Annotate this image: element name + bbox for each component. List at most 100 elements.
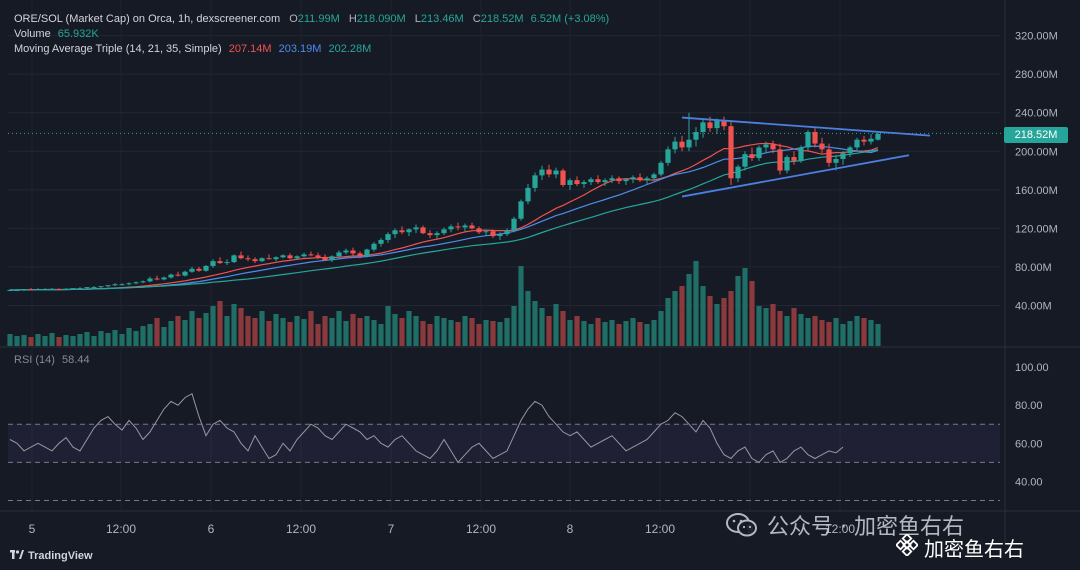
triangle-trendlines xyxy=(681,116,931,198)
volume-bar xyxy=(28,337,34,346)
volume-bar xyxy=(714,304,720,346)
volume-bar xyxy=(224,316,230,346)
volume-bar xyxy=(777,311,783,346)
volume-bar xyxy=(378,324,384,346)
candle-body xyxy=(756,147,762,159)
volume-bar xyxy=(294,316,300,346)
candle-body xyxy=(266,258,272,260)
volume-bar xyxy=(539,308,545,346)
candle-body xyxy=(203,265,209,271)
candle-body xyxy=(833,158,839,163)
time-tick-label: 12:00 xyxy=(825,522,855,536)
candle-body xyxy=(392,230,398,235)
volume-bar xyxy=(315,324,321,346)
ma35-value: 202.28M xyxy=(328,43,372,55)
rsi-tick-label: 100.00 xyxy=(1015,362,1049,374)
volume-bar xyxy=(280,318,286,346)
volume-bars xyxy=(7,261,881,346)
candle-body xyxy=(490,231,496,237)
candle-body xyxy=(455,226,461,228)
candle-body xyxy=(210,261,216,266)
candle-body xyxy=(161,277,167,280)
candle-body xyxy=(693,132,699,140)
candle-body xyxy=(623,179,629,182)
price-tick-label: 40.00M xyxy=(1015,300,1052,312)
symbol-title[interactable]: ORE/SOL (Market Cap) on Orca, 1h, dexscr… xyxy=(14,13,281,25)
volume-bar xyxy=(266,321,272,346)
volume-bar xyxy=(287,322,293,346)
candle-body xyxy=(532,175,538,188)
volume-bar xyxy=(581,321,587,346)
volume-bar xyxy=(665,298,671,346)
volume-bar xyxy=(518,266,524,346)
volume-bar xyxy=(574,316,580,346)
volume-bar xyxy=(700,286,706,346)
rsi-tick-label: 40.00 xyxy=(1015,476,1043,488)
volume-bar xyxy=(420,321,426,346)
ma-legend: Moving Average Triple (14, 21, 35, Simpl… xyxy=(14,43,371,55)
candle-body xyxy=(371,243,377,250)
candle-body xyxy=(840,153,846,159)
candle-body xyxy=(98,286,104,288)
binance-watermark-text: 加密鱼右右 xyxy=(924,537,1024,561)
ma-label[interactable]: Moving Average Triple (14, 21, 35, Simpl… xyxy=(14,43,222,55)
candle-body xyxy=(42,289,48,291)
ma21-value: 203.19M xyxy=(278,43,322,55)
rsi-value: 58.44 xyxy=(62,354,90,366)
volume-bar xyxy=(658,311,664,346)
candle-body xyxy=(308,254,314,256)
volume-bar xyxy=(175,316,181,346)
volume-bar xyxy=(770,304,776,346)
candle-body xyxy=(133,282,139,284)
candle-body xyxy=(112,284,118,286)
volume-bar xyxy=(707,296,713,346)
candle-body xyxy=(21,289,27,291)
candle-body xyxy=(238,255,244,259)
ohlc-low: 213.46M xyxy=(420,13,464,25)
candle-body xyxy=(231,255,237,263)
candle-body xyxy=(189,268,195,272)
volume-bar xyxy=(868,320,874,346)
candle-body xyxy=(819,143,825,150)
candle-body xyxy=(56,289,62,291)
volume-bar xyxy=(784,316,790,346)
candle-body xyxy=(644,178,650,181)
candle-body xyxy=(595,179,601,183)
volume-bar xyxy=(693,261,699,346)
time-tick-label: 12:00 xyxy=(286,522,316,536)
volume-label[interactable]: Volume xyxy=(14,28,51,40)
volume-bar xyxy=(833,318,839,346)
tradingview-text: TradingView xyxy=(28,550,93,562)
volume-bar xyxy=(560,311,566,346)
volume-bar xyxy=(490,321,496,346)
candle-body xyxy=(602,180,608,183)
volume-bar xyxy=(70,336,76,346)
ohlc-open-key: O xyxy=(289,13,298,25)
time-tick-label: 6 xyxy=(208,522,215,536)
volume-bar xyxy=(763,308,769,346)
volume-bar xyxy=(77,334,83,346)
volume-bar xyxy=(728,291,734,346)
candle-body xyxy=(343,250,349,253)
volume-bar xyxy=(406,311,412,346)
time-tick-label: 7 xyxy=(388,522,395,536)
candle-body xyxy=(686,139,692,148)
price-tick-label: 200.00M xyxy=(1015,146,1058,158)
tradingview-logo[interactable]: TradingView xyxy=(10,550,93,562)
candle-body xyxy=(539,169,545,176)
volume-bar xyxy=(805,318,811,346)
volume-bar xyxy=(686,274,692,346)
rsi-label[interactable]: RSI (14) xyxy=(14,354,55,366)
volume-bar xyxy=(826,322,832,346)
volume-bar xyxy=(336,311,342,346)
volume-bar xyxy=(252,318,258,346)
volume-bar xyxy=(469,318,475,346)
candle-body xyxy=(385,234,391,240)
volume-bar xyxy=(651,320,657,346)
volume-bar xyxy=(168,321,174,346)
candle-body xyxy=(406,229,412,233)
candle-body xyxy=(581,182,587,185)
volume-bar xyxy=(819,320,825,346)
